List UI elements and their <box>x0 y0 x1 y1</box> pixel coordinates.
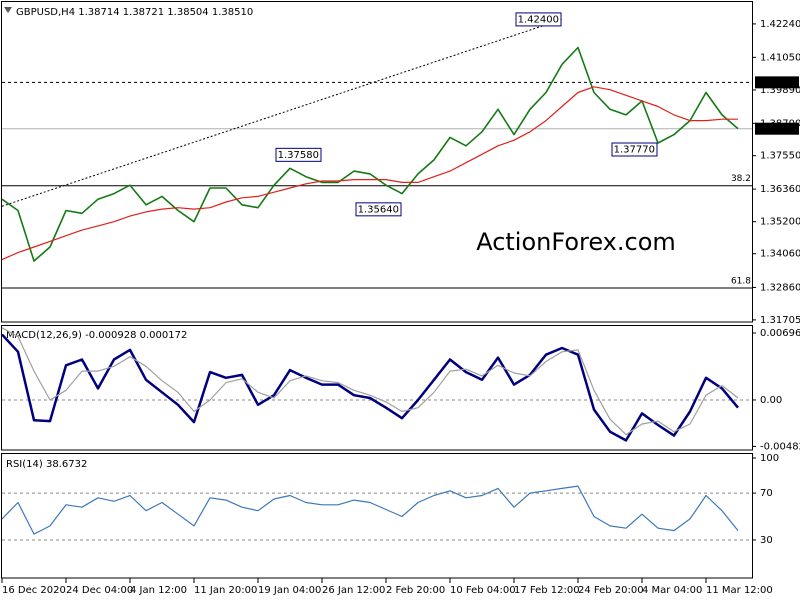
x-tick-label: 4 Mar 04:00 <box>642 585 702 596</box>
y-tick-label: 1.41050 <box>760 52 800 63</box>
y-tick-label: 1.39890 <box>760 85 800 96</box>
x-tick-label: 11 Mar 12:00 <box>706 585 773 596</box>
y-tick-label: 100 <box>760 453 779 464</box>
panel-title: GBPUSD,H4 1.38714 1.38721 1.38504 1.3851… <box>16 7 253 18</box>
x-tick-label: 24 Feb 20:00 <box>578 585 644 596</box>
x-tick-label: 10 Feb 04:00 <box>450 585 516 596</box>
price-panel-frame <box>1 1 753 323</box>
annotation-box <box>515 12 562 27</box>
symbol-menu-icon[interactable] <box>4 7 12 13</box>
fib-label: 61.8 <box>731 277 751 287</box>
panel-title: MACD(12,26,9) -0.000928 0.000172 <box>6 330 187 341</box>
series-line <box>1 327 739 436</box>
y-tick-label: 1.34060 <box>760 249 800 260</box>
y-tick-label: 1.31705 <box>760 315 800 326</box>
panel-title: RSI(14) 38.6732 <box>6 459 87 470</box>
x-tick-label: 16 Dec 2020 <box>2 585 66 596</box>
annotation-box <box>275 147 322 162</box>
annotation-box <box>611 142 658 157</box>
y-tick-label: 0.00 <box>760 395 782 406</box>
y-tick-label: 1.32860 <box>760 282 800 293</box>
fib-label: 38.2 <box>731 174 751 184</box>
price-marker-label: 1.40160 <box>758 77 799 88</box>
y-tick-label: -0.004826 <box>760 441 800 452</box>
price-marker-label: 1.38510 <box>758 124 799 135</box>
annotation-label: 1.42400 <box>518 14 559 25</box>
price-marker-box <box>755 76 799 89</box>
y-tick-label: 1.35200 <box>760 217 800 228</box>
y-tick-label: 30 <box>760 535 773 546</box>
macd-panel-frame <box>1 325 753 451</box>
annotation-label: 1.37770 <box>614 144 655 155</box>
y-tick-label: 70 <box>760 488 773 499</box>
annotation-label: 1.35640 <box>358 204 399 215</box>
x-tick-label: 24 Dec 04:00 <box>66 585 133 596</box>
x-tick-label: 11 Jan 20:00 <box>194 585 257 596</box>
watermark: ActionForex.com <box>476 228 676 256</box>
rsi-panel-frame <box>1 453 753 579</box>
y-tick-label: 1.37550 <box>760 151 800 162</box>
x-tick-label: 2 Feb 20:00 <box>386 585 445 596</box>
series-line <box>1 86 738 261</box>
x-tick-label: 26 Jan 12:00 <box>322 585 385 596</box>
x-tick-label: 4 Jan 12:00 <box>130 585 187 596</box>
x-tick-label: 19 Jan 04:00 <box>258 585 321 596</box>
series-line <box>1 485 739 535</box>
series-line <box>1 46 739 262</box>
annotation-label: 1.37580 <box>278 150 319 161</box>
y-tick-label: 0.00696 <box>760 328 800 339</box>
series-line <box>1 333 739 442</box>
y-tick-label: 1.42240 <box>760 19 800 30</box>
price-marker-box <box>755 122 799 135</box>
annotation-box <box>355 202 402 217</box>
x-tick-label: 17 Feb 12:00 <box>514 585 580 596</box>
y-tick-label: 1.36360 <box>760 184 800 195</box>
